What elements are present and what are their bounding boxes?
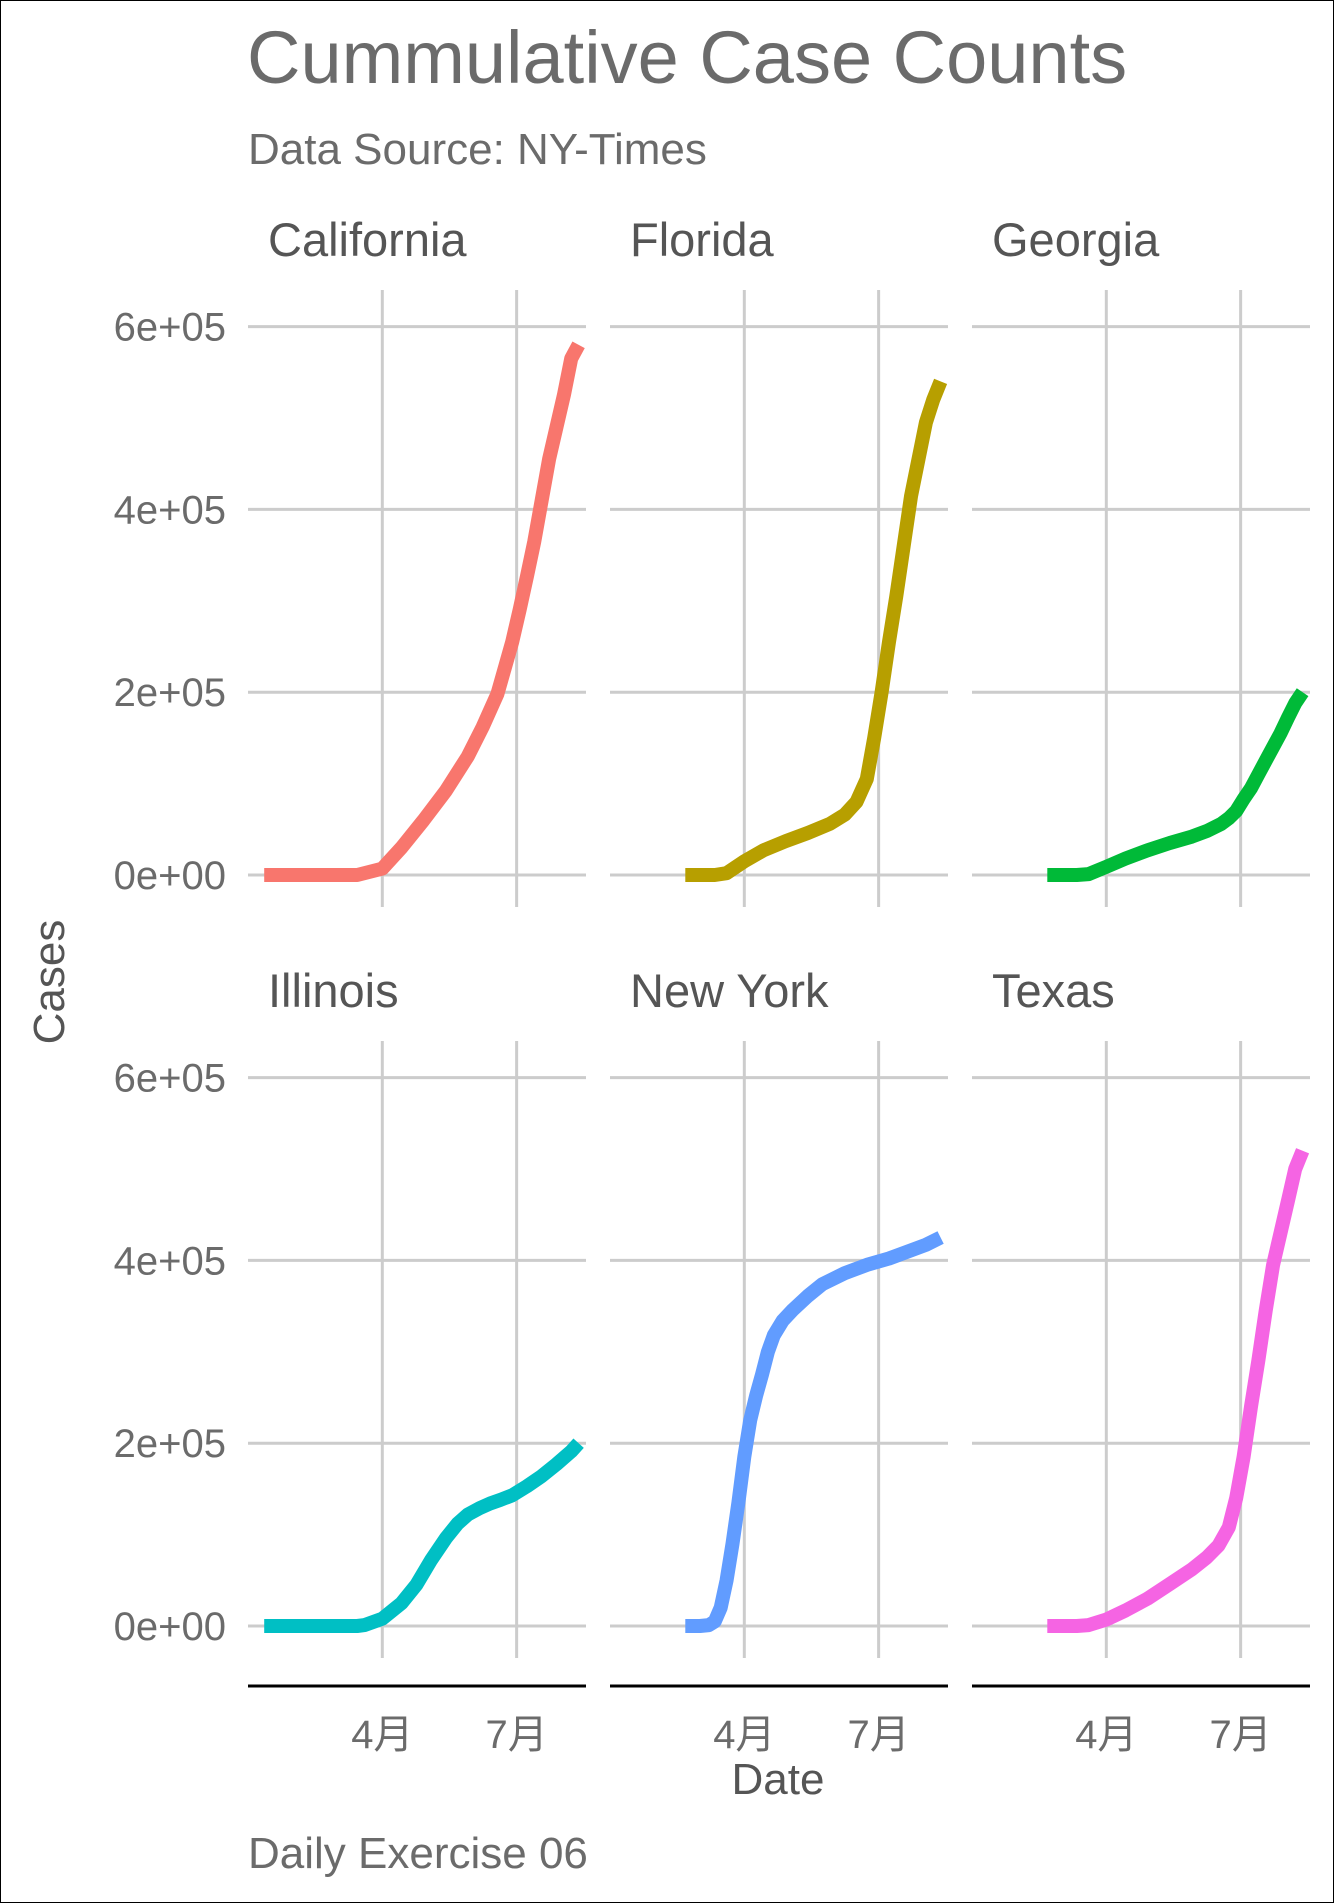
- series-line-new-york: [685, 1231, 944, 1633]
- x-tick-label: 4月: [713, 1713, 775, 1757]
- facet-strip-label: Georgia: [992, 213, 1160, 266]
- series-line-illinois: [264, 1438, 584, 1633]
- chart-title: Cummulative Case Counts: [247, 16, 1127, 99]
- x-tick-label: 4月: [1075, 1713, 1137, 1757]
- x-tick-label: 4月: [351, 1713, 413, 1757]
- facet-strip-label: Florida: [630, 213, 775, 266]
- series-line-california: [264, 341, 585, 882]
- y-axis-label: Cases: [25, 920, 74, 1045]
- y-tick-label: 0e+00: [114, 854, 226, 898]
- y-tick-label: 6e+05: [114, 1057, 226, 1101]
- chart-caption: Daily Exercise 06: [248, 1829, 588, 1878]
- facet-panel-california: California 0e+00 2e+05 4e+05 6e+05: [114, 213, 586, 907]
- facet-panel-georgia: Georgia: [972, 213, 1310, 907]
- x-tick-label: 7月: [848, 1713, 910, 1757]
- y-tick-label: 2e+05: [114, 1422, 226, 1466]
- facet-panel-illinois: Illinois 0e+00 2e+05 4e+05 6e+05 4月 7月: [114, 964, 586, 1757]
- x-tick-label: 7月: [486, 1713, 548, 1757]
- y-tick-label: 4e+05: [114, 488, 226, 532]
- x-axis-label: Date: [732, 1755, 825, 1804]
- x-tick-label: 7月: [1210, 1713, 1272, 1757]
- series-line-texas: [1047, 1148, 1310, 1633]
- y-tick-label: 2e+05: [114, 671, 226, 715]
- facet-strip-label: Texas: [992, 964, 1115, 1017]
- y-tick-label: 6e+05: [114, 306, 226, 350]
- series-line-florida: [685, 378, 948, 882]
- series-line-georgia: [1047, 688, 1309, 882]
- facet-panel-texas: Texas 4月 7月: [972, 964, 1310, 1757]
- facet-strip-label: California: [268, 213, 467, 266]
- facet-grid: California 0e+00 2e+05 4e+05 6e+05 Florida Geo…: [114, 213, 1310, 1757]
- chart-subtitle: Data Source: NY-Times: [248, 125, 707, 174]
- y-tick-label: 4e+05: [114, 1239, 226, 1283]
- facet-panel-new-york: New York 4月 7月: [610, 964, 948, 1757]
- facet-strip-label: Illinois: [268, 964, 399, 1017]
- y-tick-label: 0e+00: [114, 1605, 226, 1649]
- facet-strip-label: New York: [630, 964, 829, 1017]
- facet-panel-florida: Florida: [610, 213, 948, 907]
